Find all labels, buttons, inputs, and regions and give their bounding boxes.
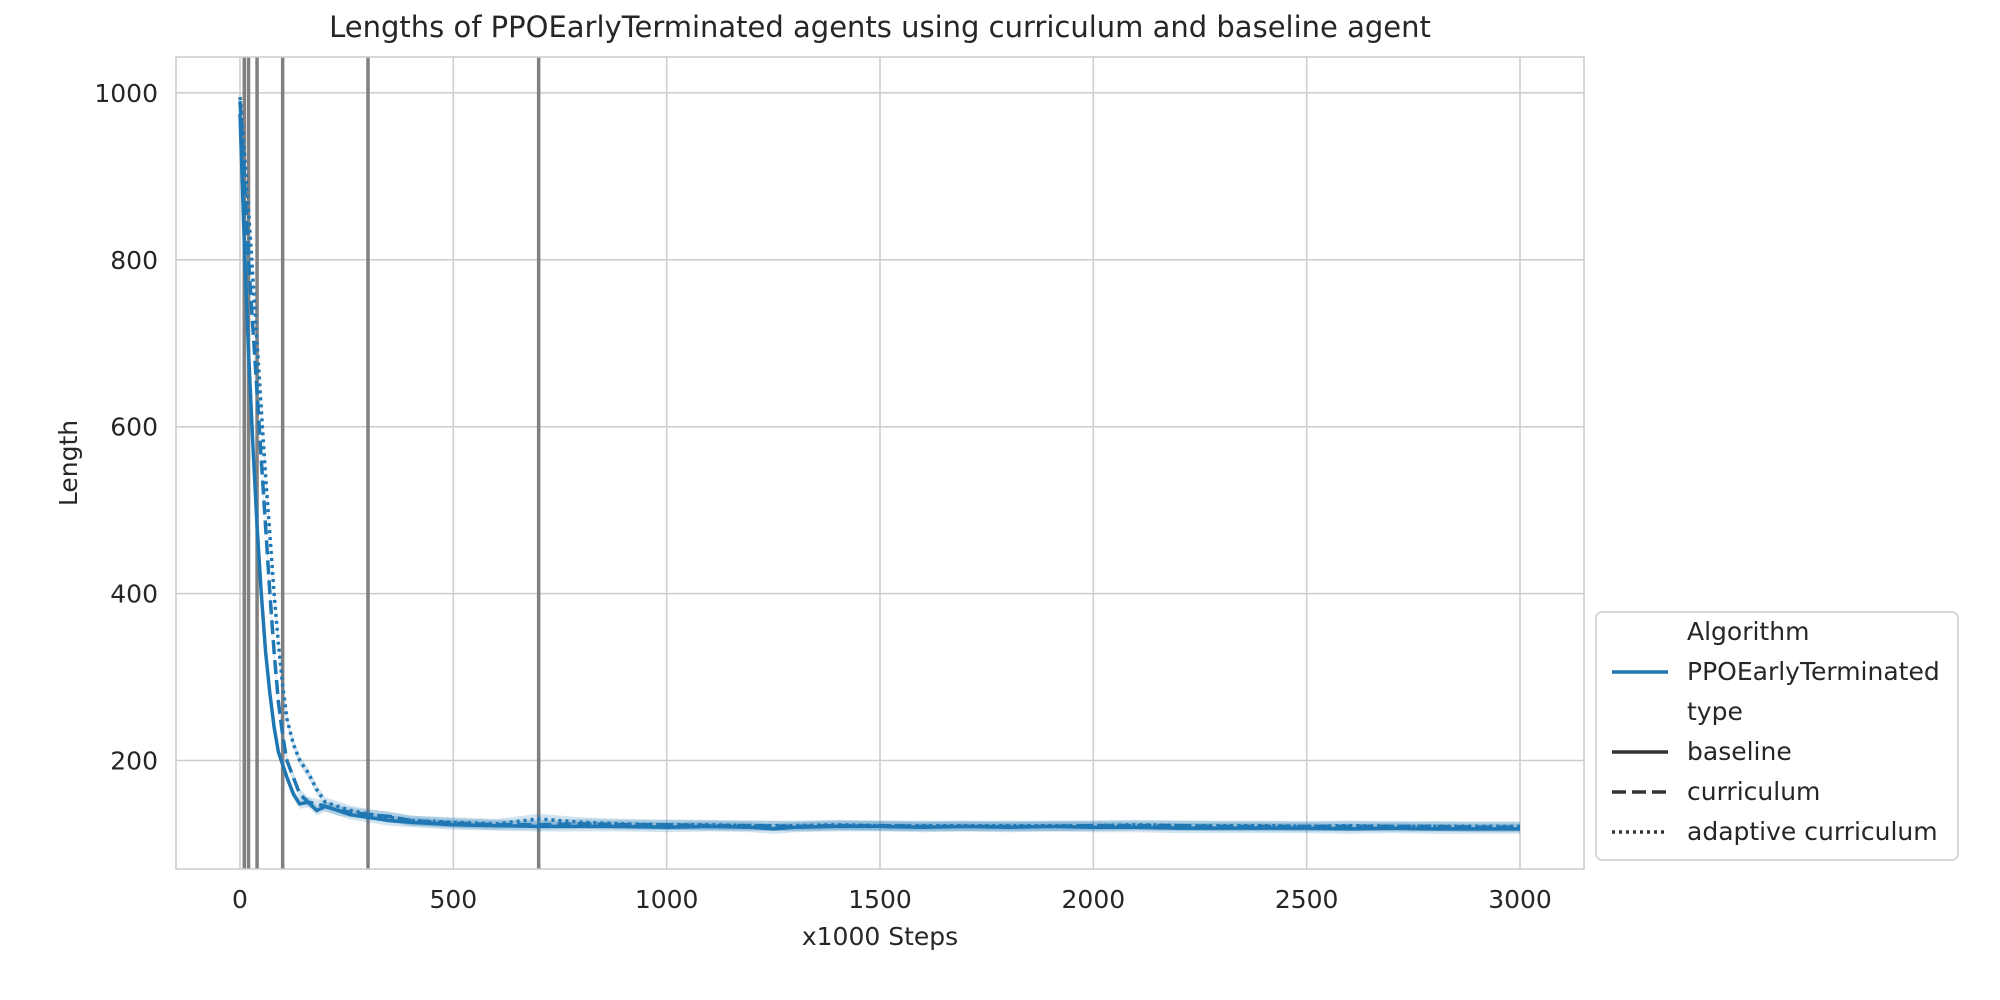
legend-box [1595, 611, 1959, 861]
x-axis-label: x1000 Steps [802, 922, 958, 951]
legend-label: curriculum [1687, 777, 1820, 806]
plot-frame [175, 56, 1585, 870]
legend-entries: Algorithm PPOEarlyTerminated type baseline c… [1612, 617, 1940, 846]
x-tick-labels: 0 500 1000 1500 2000 2500 3000 [232, 885, 1552, 914]
legend-label: type [1687, 697, 1743, 726]
legend-label: baseline [1687, 737, 1792, 766]
series-lines [238, 96, 1520, 831]
vertical-markers [242, 57, 541, 869]
grid-lines [176, 57, 1584, 869]
legend-label: adaptive curriculum [1687, 817, 1938, 846]
y-tick-label: 400 [110, 580, 158, 609]
legend: Algorithm PPOEarlyTerminated type baseline c… [1595, 611, 1959, 861]
legend-label: Algorithm [1687, 617, 1809, 646]
legend-label: PPOEarlyTerminated [1687, 657, 1940, 686]
x-tick-label: 500 [429, 885, 477, 914]
chart-title: Lengths of PPOEarlyTerminated agents usi… [329, 10, 1431, 44]
series-line-dashed [238, 101, 1520, 830]
x-tick-label: 1500 [848, 885, 912, 914]
x-tick-label: 0 [232, 885, 248, 914]
x-tick-label: 2000 [1062, 885, 1126, 914]
y-tick-labels: 200 400 600 800 1000 [94, 79, 158, 776]
y-tick-label: 800 [110, 246, 158, 275]
x-tick-label: 2500 [1275, 885, 1339, 914]
y-tick-label: 600 [110, 413, 158, 442]
series-line-dotted [238, 96, 1520, 829]
y-axis-label: Length [54, 420, 83, 506]
x-tick-label: 1000 [635, 885, 699, 914]
y-tick-label: 200 [110, 747, 158, 776]
x-tick-label: 3000 [1488, 885, 1552, 914]
y-tick-label: 1000 [94, 79, 158, 108]
